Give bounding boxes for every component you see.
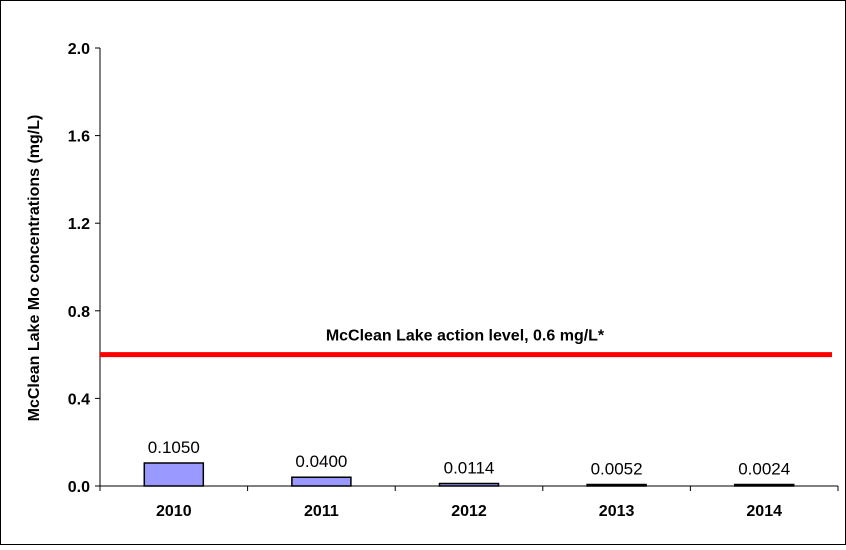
y-tick-label: 0.8 (68, 304, 90, 321)
data-label: 0.0114 (444, 459, 495, 478)
x-tick-label: 2011 (304, 503, 339, 520)
bar (291, 476, 352, 487)
y-tick-label: 0.0 (68, 479, 90, 496)
labels-layer: 2010 0.1050 2011 0.0400 2012 0.0114 2013 0.0052… (148, 438, 790, 520)
action-level-label: McClean Lake action level, 0.6 mg/L* (326, 328, 605, 345)
x-tick-label: 2012 (451, 503, 487, 520)
y-axis-title: McClean Lake Mo concentrations (mg/L) (26, 115, 43, 422)
x-tick-label: 2010 (156, 503, 192, 520)
bar (733, 483, 795, 487)
x-tick-label: 2014 (746, 503, 782, 520)
y-tick-label: 2.0 (68, 41, 90, 58)
x-tick-label: 2013 (599, 503, 635, 520)
data-label: 0.1050 (148, 438, 200, 457)
bar (438, 482, 500, 487)
y-tick-label: 0.4 (68, 391, 90, 408)
y-tick-label: 1.6 (68, 129, 90, 146)
reference-line-layer: McClean Lake action level, 0.6 mg/L* (100, 328, 832, 358)
bar (143, 462, 205, 487)
y-tick-label: 1.2 (68, 216, 90, 233)
axes-layer: 0.0 0.4 0.8 1.2 1.6 2.0 (68, 41, 839, 496)
bars-layer (143, 462, 795, 487)
data-label: 0.0400 (295, 452, 347, 471)
bar (586, 483, 647, 487)
data-label: 0.0052 (591, 460, 643, 479)
data-label: 0.0024 (738, 460, 790, 479)
